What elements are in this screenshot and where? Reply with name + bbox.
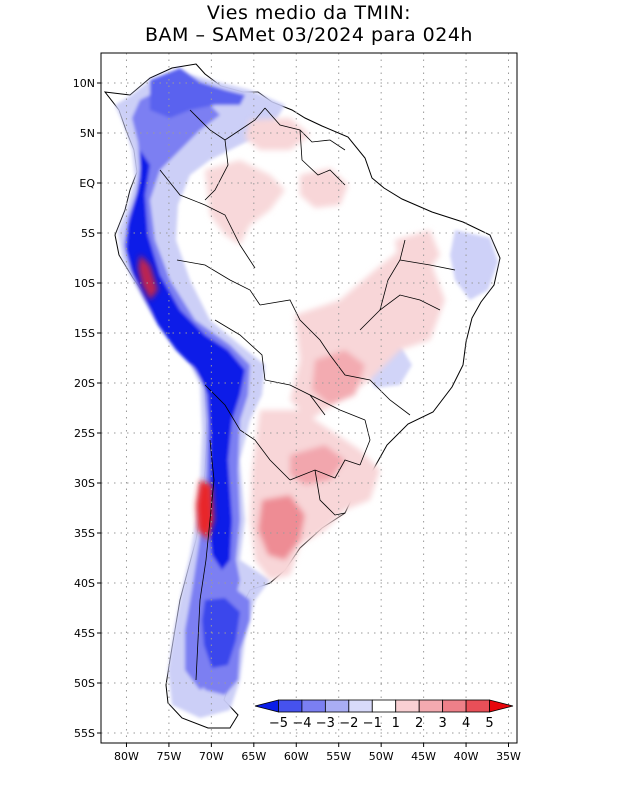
bias-nordeste-warm <box>395 230 440 275</box>
map-frame <box>100 52 518 744</box>
colorbar-bin <box>442 699 467 713</box>
lat-tick-label: 25S <box>74 427 95 440</box>
bias-amazon-warm <box>205 160 285 245</box>
lat-tick-label: 10S <box>74 277 95 290</box>
lon-tick-label: 70W <box>199 750 224 763</box>
bias-pampa-warm-mid <box>258 495 305 560</box>
lat-tick-label: EQ <box>79 177 95 190</box>
lat-tick-label: 10N <box>73 77 95 90</box>
colorbar-label: −2 <box>339 716 358 731</box>
bias-patagonia-strong <box>202 598 240 668</box>
bias-central-warm-mid <box>312 350 365 405</box>
map-title-line1: Vies medio da TMIN: <box>206 2 412 24</box>
graticule <box>101 53 517 743</box>
lat-axis: 10N 5N EQ 5S 10S 15S 20S 25S 30S 35S 40S 45S 50S 55S <box>73 77 101 740</box>
lat-tick-label: 40S <box>74 577 95 590</box>
colorbar-label: 4 <box>462 716 470 731</box>
colorbar-bin <box>348 699 373 713</box>
colorbar-bin <box>418 699 444 713</box>
bias-argentina-warm-strip <box>290 445 345 485</box>
bias-guiana-warm <box>245 118 310 150</box>
lat-tick-label: 15S <box>74 327 95 340</box>
lon-tick-label: 55W <box>326 750 351 763</box>
bias-andes-strong <box>126 150 245 570</box>
colorbar-bin <box>465 699 490 713</box>
lat-tick-label: 5N <box>80 127 95 140</box>
lat-tick-label: 45S <box>74 627 95 640</box>
lon-tick-label: 65W <box>241 750 266 763</box>
lat-tick-label: 20S <box>74 377 95 390</box>
colorbar-label: 1 <box>392 716 400 731</box>
bias-andes-weak <box>115 70 285 718</box>
lat-tick-label: 5S <box>81 227 95 240</box>
colorbar-bin <box>395 699 420 713</box>
colorbar-label: −3 <box>316 716 335 731</box>
lon-axis: 80W 75W 70W 65W 60W 55W 50W 45W 40W 35W <box>114 743 521 763</box>
colorbar-bin <box>324 699 350 713</box>
lat-tick-label: 55S <box>74 727 95 740</box>
colorbar-bin <box>278 699 303 713</box>
lon-tick-label: 45W <box>411 750 436 763</box>
lon-tick-label: 40W <box>454 750 479 763</box>
map-title-line2: BAM – SAMet 03/2024 para 024h <box>145 24 473 46</box>
bias-north-coast <box>150 68 245 118</box>
lon-tick-label: 60W <box>284 750 309 763</box>
lon-tick-label: 75W <box>156 750 181 763</box>
country-borders <box>159 107 456 681</box>
lon-tick-label: 50W <box>369 750 394 763</box>
colorbar-label: 2 <box>415 716 423 731</box>
bias-peru-hot <box>138 255 158 300</box>
colorbar-label: 3 <box>438 716 446 731</box>
colorbar-label: −4 <box>292 716 311 731</box>
colorbar-bin <box>371 699 397 713</box>
colorbar-bin <box>301 699 326 713</box>
lat-tick-label: 30S <box>74 477 95 490</box>
colorbar: −5 −4 −3 −2 −1 1 2 3 4 5 <box>254 699 514 731</box>
lon-tick-label: 80W <box>114 750 139 763</box>
lat-tick-label: 50S <box>74 677 95 690</box>
bias-north-warm <box>300 168 348 208</box>
colorbar-label: −1 <box>363 716 382 731</box>
lon-tick-label: 35W <box>496 750 521 763</box>
colorbar-label: −5 <box>269 716 288 731</box>
colorbar-label: 5 <box>485 716 493 731</box>
lat-tick-label: 35S <box>74 527 95 540</box>
colorbar-bin <box>489 699 514 713</box>
